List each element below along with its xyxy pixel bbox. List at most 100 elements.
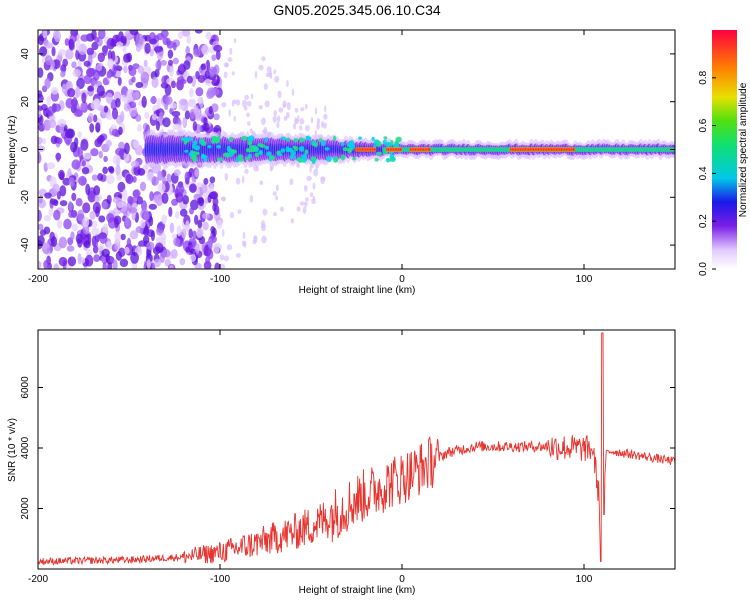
noise-cell — [75, 39, 81, 52]
noise-cell — [272, 191, 277, 196]
noise-cell — [194, 169, 200, 178]
signal-speckle — [305, 135, 310, 140]
noise-cell — [117, 181, 126, 193]
noise-cell — [216, 219, 223, 230]
snr-ylabel: SNR (10 * v/v) — [7, 418, 18, 482]
noise-cell — [106, 174, 115, 185]
noise-cell — [115, 41, 124, 48]
colorbar-tick-label: 0.8 — [698, 70, 709, 84]
noise-cell — [189, 253, 197, 262]
noise-cell — [192, 121, 198, 132]
noise-cell — [244, 106, 248, 111]
noise-cell — [189, 183, 197, 193]
noise-cell — [175, 191, 184, 203]
noise-cell — [123, 151, 130, 163]
signal-speckle — [297, 158, 304, 163]
noise-cell — [120, 110, 125, 123]
signal-speckle — [278, 153, 283, 157]
noise-cell — [277, 90, 282, 99]
noise-cell — [241, 99, 247, 108]
noise-cell — [305, 125, 311, 132]
noise-cell — [112, 154, 121, 165]
noise-cell — [38, 145, 46, 152]
signal-speckle — [340, 154, 346, 161]
noise-cell — [52, 183, 60, 193]
noise-cell — [194, 112, 203, 121]
noise-cell — [195, 87, 204, 97]
noise-cell — [261, 117, 266, 126]
noise-cell — [38, 194, 43, 204]
noise-cell — [115, 164, 121, 177]
noise-cell — [228, 109, 231, 117]
noise-cell — [46, 162, 56, 170]
noise-cell — [297, 115, 300, 121]
noise-cell — [203, 177, 209, 185]
noise-cell — [192, 230, 197, 240]
noise-cell — [97, 134, 105, 143]
signal-speckle — [194, 145, 201, 151]
noise-cell — [67, 87, 76, 98]
noise-cell — [157, 183, 166, 193]
noise-cell — [215, 49, 221, 60]
noise-cell — [38, 105, 43, 112]
noise-cell — [197, 74, 206, 83]
noise-cell — [81, 167, 90, 175]
noise-cell — [57, 48, 67, 56]
noise-cell — [312, 196, 316, 201]
noise-cell — [221, 228, 225, 237]
noise-cell — [204, 70, 210, 79]
noise-cell — [132, 139, 140, 149]
noise-cell — [210, 87, 220, 96]
noise-cell — [247, 121, 251, 126]
colorbar-tick-label: 0.0 — [698, 262, 709, 276]
noise-cell — [38, 235, 45, 246]
signal-speckle — [374, 158, 379, 162]
noise-cell — [101, 200, 108, 210]
noise-cell — [68, 38, 75, 50]
signal-speckle — [231, 149, 237, 154]
noise-cell — [137, 124, 142, 132]
spectrogram-image — [38, 30, 675, 269]
noise-cell — [38, 223, 44, 231]
noise-cell — [161, 176, 167, 186]
noise-cell — [56, 191, 61, 200]
signal-speckle — [385, 141, 392, 148]
signal-speckle — [299, 137, 304, 143]
noise-cell — [172, 57, 179, 65]
noise-cell — [82, 202, 91, 214]
signal-speckle — [300, 154, 307, 158]
signal-strong — [572, 148, 575, 151]
noise-cell — [56, 219, 63, 229]
noise-cell — [93, 239, 98, 248]
noise-cell — [123, 103, 131, 112]
colorbar-label: Normalized spectral amplitude — [738, 82, 749, 217]
noise-cell — [146, 241, 155, 251]
signal-speckle — [228, 136, 233, 143]
noise-cell — [177, 31, 184, 40]
noise-cell — [259, 180, 264, 185]
signal-speckle — [352, 156, 356, 161]
noise-cell — [89, 210, 96, 220]
noise-cell — [242, 231, 246, 240]
signal-speckle — [216, 144, 221, 149]
noise-cell — [282, 100, 287, 108]
noise-cell — [38, 136, 43, 145]
noise-cell — [304, 201, 308, 208]
signal-strong — [427, 148, 431, 151]
signal-speckle — [375, 140, 382, 147]
signal-speckle — [259, 144, 266, 148]
noise-cell — [264, 100, 270, 108]
noise-cell — [219, 254, 225, 261]
noise-cell — [80, 138, 89, 151]
signal-speckle — [266, 151, 272, 157]
figure-title: GN05.2025.345.06.10.C34 — [273, 2, 441, 18]
noise-cell — [139, 181, 147, 192]
noise-cell — [71, 223, 79, 232]
noise-cell — [71, 192, 77, 202]
noise-cell — [291, 88, 295, 96]
noise-cell — [144, 42, 151, 54]
noise-cell — [113, 215, 122, 225]
noise-cell — [38, 93, 44, 103]
noise-cell — [115, 97, 121, 108]
